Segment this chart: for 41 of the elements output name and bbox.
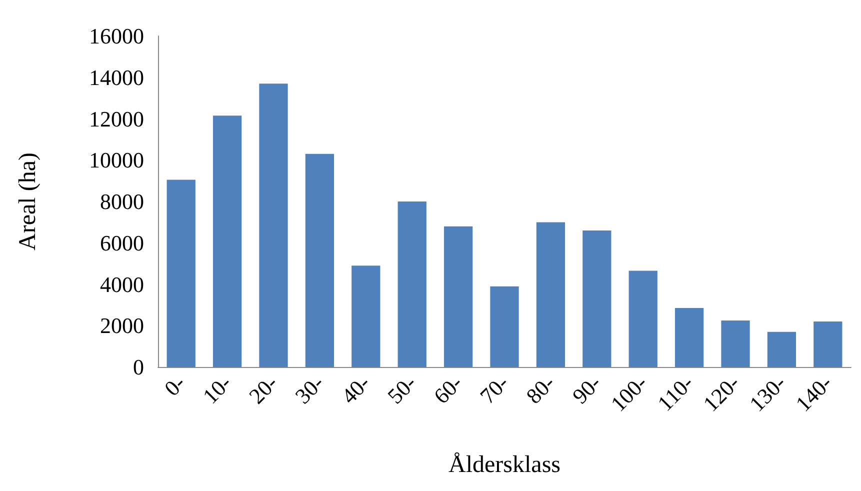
x-tick-label: 130- [744, 370, 791, 416]
y-tick-label: 4000 [100, 272, 144, 297]
x-tick-label: 30- [290, 370, 329, 409]
bar [398, 202, 426, 367]
bar [305, 154, 334, 367]
x-tick-label: 10- [198, 370, 236, 409]
x-tick-label: 50- [382, 370, 421, 409]
y-tick-label: 12000 [89, 106, 144, 132]
x-tick-label: 100- [606, 370, 652, 416]
x-tick-label: 140- [790, 370, 837, 416]
bar [536, 222, 566, 367]
x-tick-label: 60- [428, 370, 468, 409]
x-tick-label: 70- [474, 370, 514, 409]
y-tick-label: 10000 [89, 148, 144, 173]
y-tick-label: 6000 [100, 230, 144, 256]
bar [767, 332, 796, 367]
y-tick-label: 2000 [100, 313, 144, 338]
bar [674, 308, 704, 367]
bar [490, 286, 519, 367]
x-tick-label: 110- [652, 370, 698, 416]
bar [444, 226, 473, 367]
x-tick-label: 90- [567, 370, 606, 409]
bar [212, 116, 242, 367]
bar [582, 230, 612, 367]
y-axis-title: Areal (ha) [15, 152, 41, 250]
y-tick-label: 14000 [89, 64, 144, 90]
bar [166, 180, 196, 367]
bar [628, 270, 658, 367]
y-tick-label: 16000 [89, 24, 144, 48]
x-tick-label: 120- [698, 370, 744, 416]
x-tick-label: 80- [521, 370, 560, 409]
y-tick-label: 0 [133, 354, 144, 380]
bar [814, 321, 842, 367]
bar [259, 84, 288, 367]
x-tick-label: 40- [336, 370, 375, 409]
x-tick-label: 0- [159, 370, 190, 401]
bar [721, 320, 750, 367]
bar [352, 266, 380, 367]
x-axis-title: Åldersklass [448, 452, 560, 478]
x-tick-label: 20- [244, 370, 282, 409]
y-tick-label: 8000 [100, 189, 144, 214]
